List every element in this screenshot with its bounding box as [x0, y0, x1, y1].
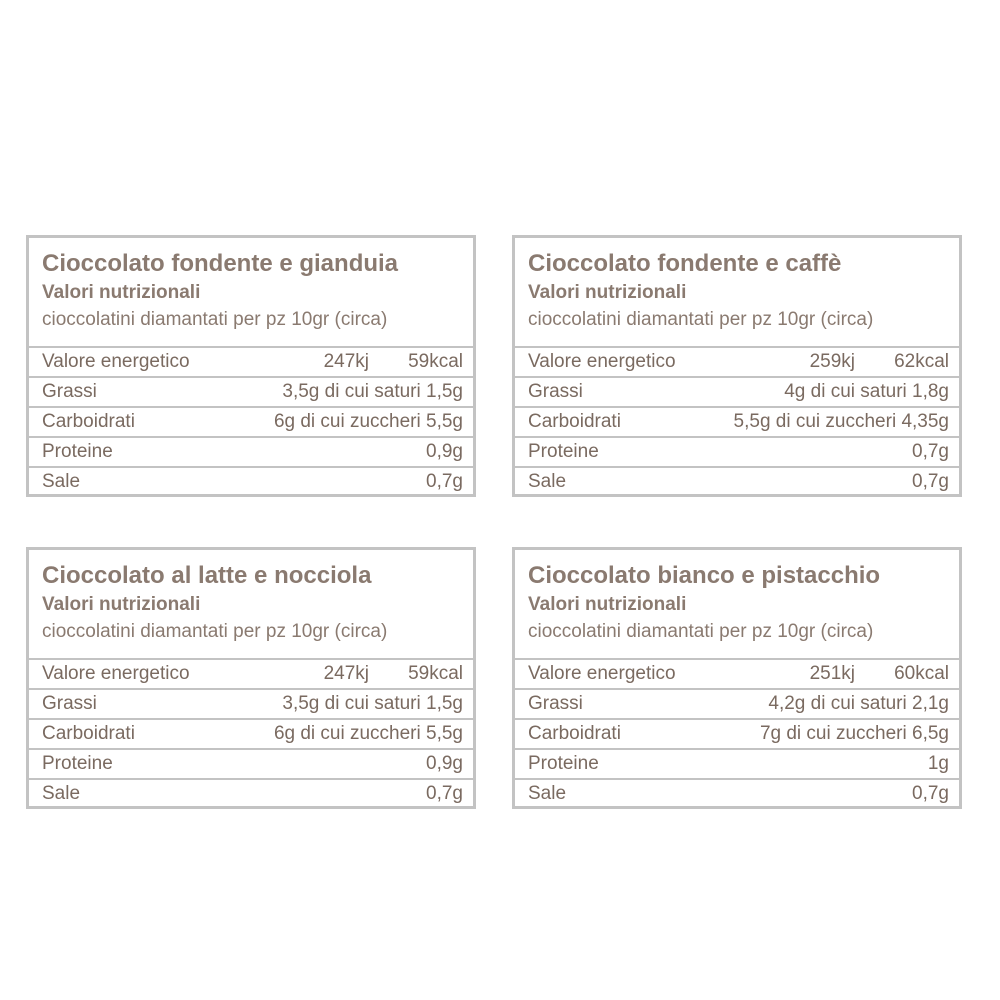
energy-kcal: 59kcal	[408, 351, 463, 372]
panel-title: Cioccolato fondente e gianduia	[42, 250, 399, 277]
table-row-energy: Valore energetico 259kj 62kcal	[515, 346, 959, 376]
row-value: 0,9g	[426, 441, 463, 462]
row-label: Proteine	[42, 441, 113, 462]
table-row: Proteine 0,7g	[515, 436, 959, 466]
panel-subtitle: Valori nutrizionali	[528, 594, 687, 615]
nutrition-table: Valore energetico 259kj 62kcal Grassi 4g…	[515, 346, 959, 496]
row-label: Sale	[528, 471, 567, 492]
table-row: Grassi 4g di cui saturi 1,8g	[515, 376, 959, 406]
row-value: 1g	[927, 753, 949, 774]
energy-kj: 259kj	[809, 351, 855, 372]
row-value: 0,7g	[426, 783, 463, 804]
nutrition-table: Valore energetico 251kj 60kcal Grassi 4,…	[515, 658, 959, 808]
table-row: Proteine 1g	[515, 748, 959, 778]
table-row: Carboidrati 5,5g di cui zuccheri 4,35g	[515, 406, 959, 436]
table-row: Sale 0,7g	[515, 778, 959, 808]
panel-header: Cioccolato al latte e nocciola Valori nu…	[42, 560, 463, 646]
row-value: 0,7g	[912, 783, 949, 804]
table-row: Grassi 3,5g di cui saturi 1,5g	[29, 688, 473, 718]
panel-header: Cioccolato fondente e gianduia Valori nu…	[42, 248, 463, 334]
row-label: Sale	[42, 471, 81, 492]
panel-subtitle: Valori nutrizionali	[42, 282, 201, 303]
table-row: Sale 0,7g	[515, 466, 959, 496]
table-row-energy: Valore energetico 247kj 59kcal	[29, 658, 473, 688]
table-row: Carboidrati 6g di cui zuccheri 5,5g	[29, 718, 473, 748]
row-value: 6g di cui zuccheri 5,5g	[273, 411, 463, 432]
table-row: Proteine 0,9g	[29, 748, 473, 778]
table-row: Grassi 4,2g di cui saturi 2,1g	[515, 688, 959, 718]
table-row: Sale 0,7g	[29, 778, 473, 808]
row-value: 0,7g	[426, 471, 463, 492]
serving-size: cioccolatini diamantati per pz 10gr (cir…	[42, 621, 388, 642]
row-label: Carboidrati	[42, 411, 135, 432]
row-value: 4,2g di cui saturi 2,1g	[768, 693, 949, 714]
panel-subtitle: Valori nutrizionali	[528, 282, 687, 303]
nutrition-panel-gianduia: Cioccolato fondente e gianduia Valori nu…	[26, 235, 476, 497]
row-label: Valore energetico	[528, 663, 676, 684]
panel-header: Cioccolato fondente e caffè Valori nutri…	[528, 248, 949, 334]
row-label: Proteine	[42, 753, 113, 774]
panel-header: Cioccolato bianco e pistacchio Valori nu…	[528, 560, 949, 646]
row-value: 5,5g di cui zuccheri 4,35g	[733, 411, 949, 432]
row-value: 0,9g	[426, 753, 463, 774]
energy-kj: 247kj	[323, 663, 369, 684]
row-label: Sale	[42, 783, 81, 804]
panel-subtitle: Valori nutrizionali	[42, 594, 201, 615]
table-row-energy: Valore energetico 247kj 59kcal	[29, 346, 473, 376]
row-label: Carboidrati	[528, 723, 621, 744]
table-row: Carboidrati 7g di cui zuccheri 6,5g	[515, 718, 959, 748]
serving-size: cioccolatini diamantati per pz 10gr (cir…	[42, 309, 388, 330]
nutrition-table: Valore energetico 247kj 59kcal Grassi 3,…	[29, 346, 473, 496]
energy-kcal: 60kcal	[894, 663, 949, 684]
nutrition-panel-caffe: Cioccolato fondente e caffè Valori nutri…	[512, 235, 962, 497]
row-label: Carboidrati	[528, 411, 621, 432]
row-value: 0,7g	[912, 471, 949, 492]
serving-size: cioccolatini diamantati per pz 10gr (cir…	[528, 621, 874, 642]
panel-title: Cioccolato al latte e nocciola	[42, 562, 372, 589]
row-label: Carboidrati	[42, 723, 135, 744]
nutrition-panel-nocciola: Cioccolato al latte e nocciola Valori nu…	[26, 547, 476, 809]
panel-title: Cioccolato bianco e pistacchio	[528, 562, 881, 589]
row-value: 3,5g di cui saturi 1,5g	[282, 693, 463, 714]
nutrition-table: Valore energetico 247kj 59kcal Grassi 3,…	[29, 658, 473, 808]
row-label: Grassi	[528, 693, 583, 714]
row-label: Sale	[528, 783, 567, 804]
row-label: Grassi	[42, 381, 97, 402]
row-value: 0,7g	[912, 441, 949, 462]
row-label: Valore energetico	[528, 351, 676, 372]
table-row: Grassi 3,5g di cui saturi 1,5g	[29, 376, 473, 406]
row-label: Proteine	[528, 753, 599, 774]
row-value: 6g di cui zuccheri 5,5g	[273, 723, 463, 744]
nutrition-panel-pistacchio: Cioccolato bianco e pistacchio Valori nu…	[512, 547, 962, 809]
energy-kcal: 59kcal	[408, 663, 463, 684]
row-label: Grassi	[528, 381, 583, 402]
table-row: Carboidrati 6g di cui zuccheri 5,5g	[29, 406, 473, 436]
table-row-energy: Valore energetico 251kj 60kcal	[515, 658, 959, 688]
row-label: Proteine	[528, 441, 599, 462]
table-row: Proteine 0,9g	[29, 436, 473, 466]
row-label: Grassi	[42, 693, 97, 714]
energy-kj: 251kj	[809, 663, 855, 684]
row-value: 4g di cui saturi 1,8g	[784, 381, 949, 402]
table-row: Sale 0,7g	[29, 466, 473, 496]
row-label: Valore energetico	[42, 351, 190, 372]
row-label: Valore energetico	[42, 663, 190, 684]
panel-title: Cioccolato fondente e caffè	[528, 250, 842, 277]
row-value: 3,5g di cui saturi 1,5g	[282, 381, 463, 402]
energy-kj: 247kj	[323, 351, 369, 372]
serving-size: cioccolatini diamantati per pz 10gr (cir…	[528, 309, 874, 330]
energy-kcal: 62kcal	[894, 351, 949, 372]
row-value: 7g di cui zuccheri 6,5g	[759, 723, 949, 744]
